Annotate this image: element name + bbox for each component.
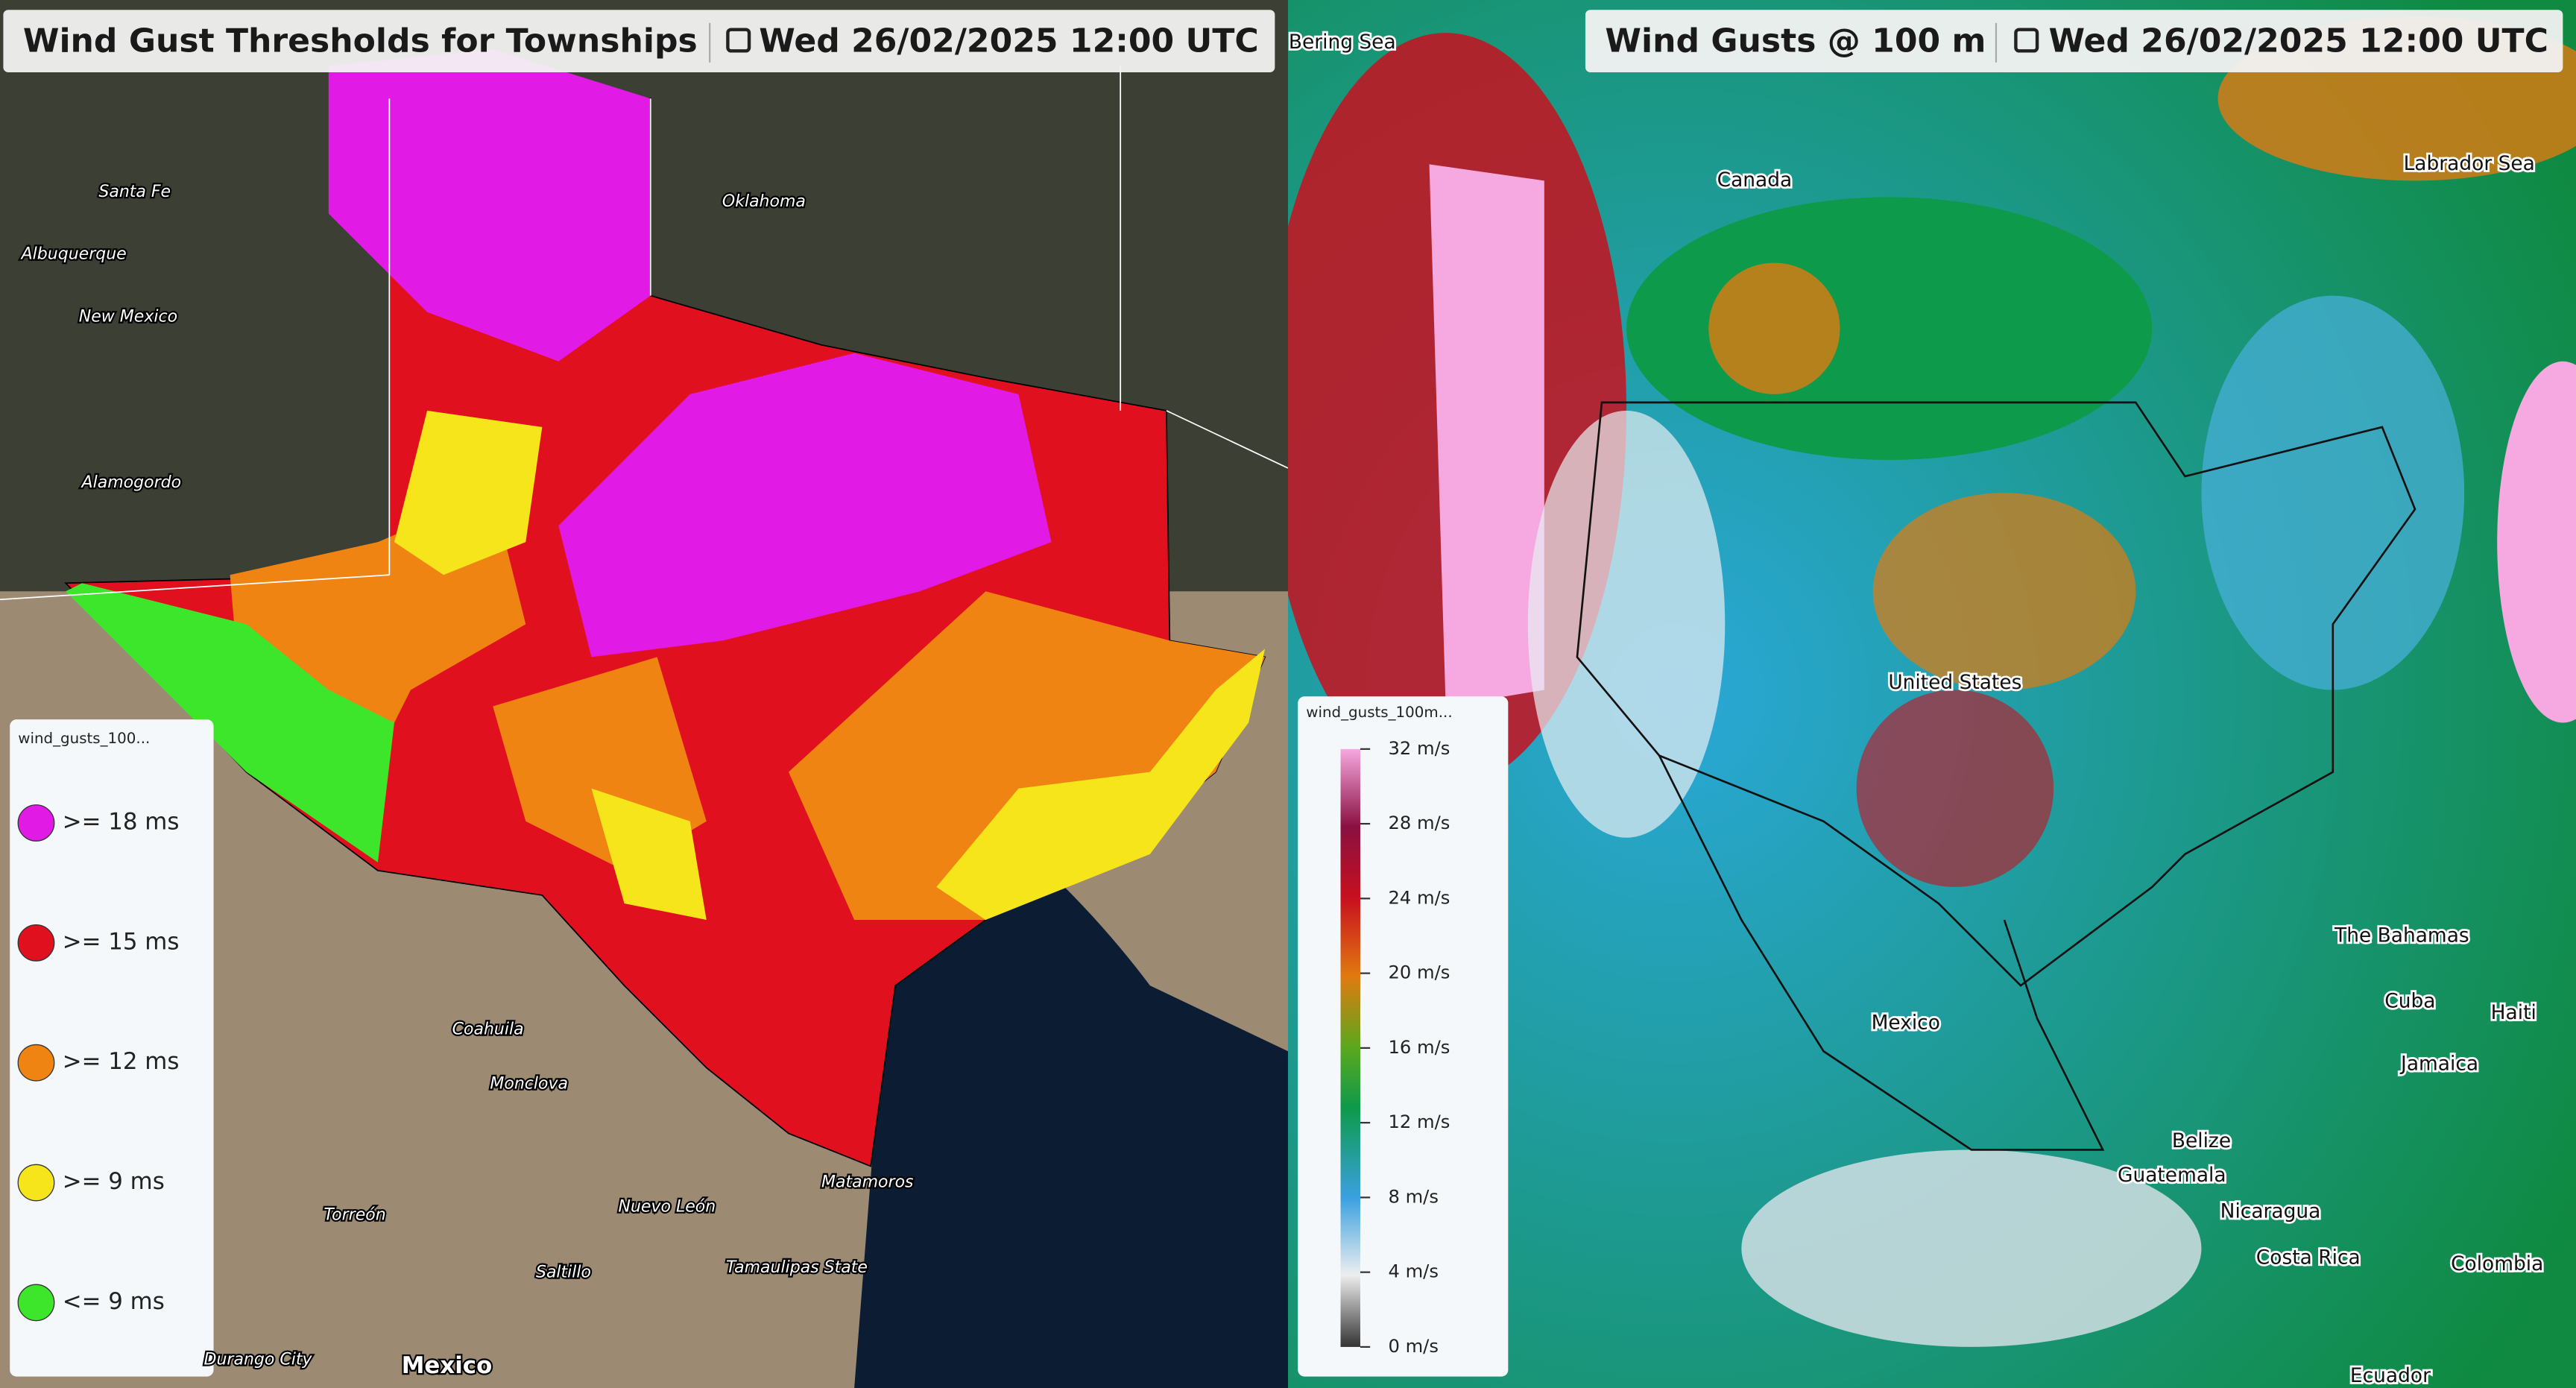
legend [10,719,214,1377]
colorbar-label: 16 m/s [1388,1036,1450,1058]
map-label: New Mexico [79,307,177,326]
calendar-icon [726,28,751,53]
map-label: Mexico [402,1352,493,1379]
map-label: Labrador Sea [2404,152,2535,175]
legend-label: >= 9 ms [63,1168,165,1195]
legend-title: wind_gusts_100... [18,730,150,747]
map-label: United States [1888,671,2021,694]
legend-swatch [17,924,55,962]
map-label: Mexico [1872,1011,1940,1034]
map-label: Saltillo [536,1264,591,1282]
map-label: Durango City [204,1351,313,1369]
date-label: Wed 26/02/2025 12:00 UTC [759,22,1258,60]
legend-label: >= 15 ms [63,928,180,955]
title-bar [3,10,1275,72]
colorbar-label: 24 m/s [1388,886,1450,908]
map-label: Torreón [323,1206,385,1225]
map-label: Jamaica [2399,1052,2478,1075]
legend-swatch [17,1044,55,1082]
colorbar-label: 12 m/s [1388,1111,1450,1132]
map-label: Colombia [2451,1252,2543,1275]
map-label: Tamaulipas State [726,1258,868,1277]
colorbar-label: 20 m/s [1388,962,1450,983]
map-label: Ecuador [2350,1364,2431,1387]
map-label: Monclova [490,1074,568,1093]
map-label: Nuevo León [618,1198,716,1217]
map-title: Wind Gust Thresholds for Townships [23,22,698,60]
legend-swatch [17,1164,55,1202]
legend-label: <= 9 ms [63,1288,165,1315]
colorbar [1340,748,1360,1347]
map-label: Canada [1717,168,1793,192]
legend-label: >= 18 ms [63,808,180,835]
map-label: Santa Fe [98,183,171,201]
calendar-icon [2014,28,2039,53]
map-label: Guatemala [2118,1164,2226,1187]
legend-label: >= 12 ms [63,1048,180,1075]
map-label: Alamogordo [80,473,182,492]
date-label: Wed 26/02/2025 12:00 UTC [2048,22,2548,60]
right-map [1287,0,2576,1388]
map-label: Nicaragua [2220,1200,2321,1223]
map-label: Costa Rica [2256,1246,2361,1269]
title-bar [1585,10,2563,72]
map-label: Bering Sea [1289,31,1396,54]
map-label: The Bahamas [2334,924,2469,947]
map-label: Oklahoma [722,192,806,211]
left-map [0,0,1288,1388]
map-label: Haiti [2491,1001,2536,1024]
map-label: Albuquerque [20,245,127,264]
map-label: Belize [2172,1129,2231,1152]
legend-swatch [17,804,55,842]
colorbar-label: 32 m/s [1388,737,1450,759]
map-label: Cuba [2384,990,2435,1013]
colorbar-label: 28 m/s [1388,812,1450,833]
legend-swatch [17,1284,55,1322]
legend-title: wind_gusts_100m... [1306,704,1452,721]
colorbar-label: 8 m/s [1388,1185,1439,1207]
colorbar-label: 0 m/s [1388,1335,1439,1357]
map-title: Wind Gusts @ 100 m [1605,22,1986,60]
map-label: Coahuila [452,1021,524,1039]
map-label: Matamoros [821,1173,914,1192]
colorbar-label: 4 m/s [1388,1261,1439,1282]
